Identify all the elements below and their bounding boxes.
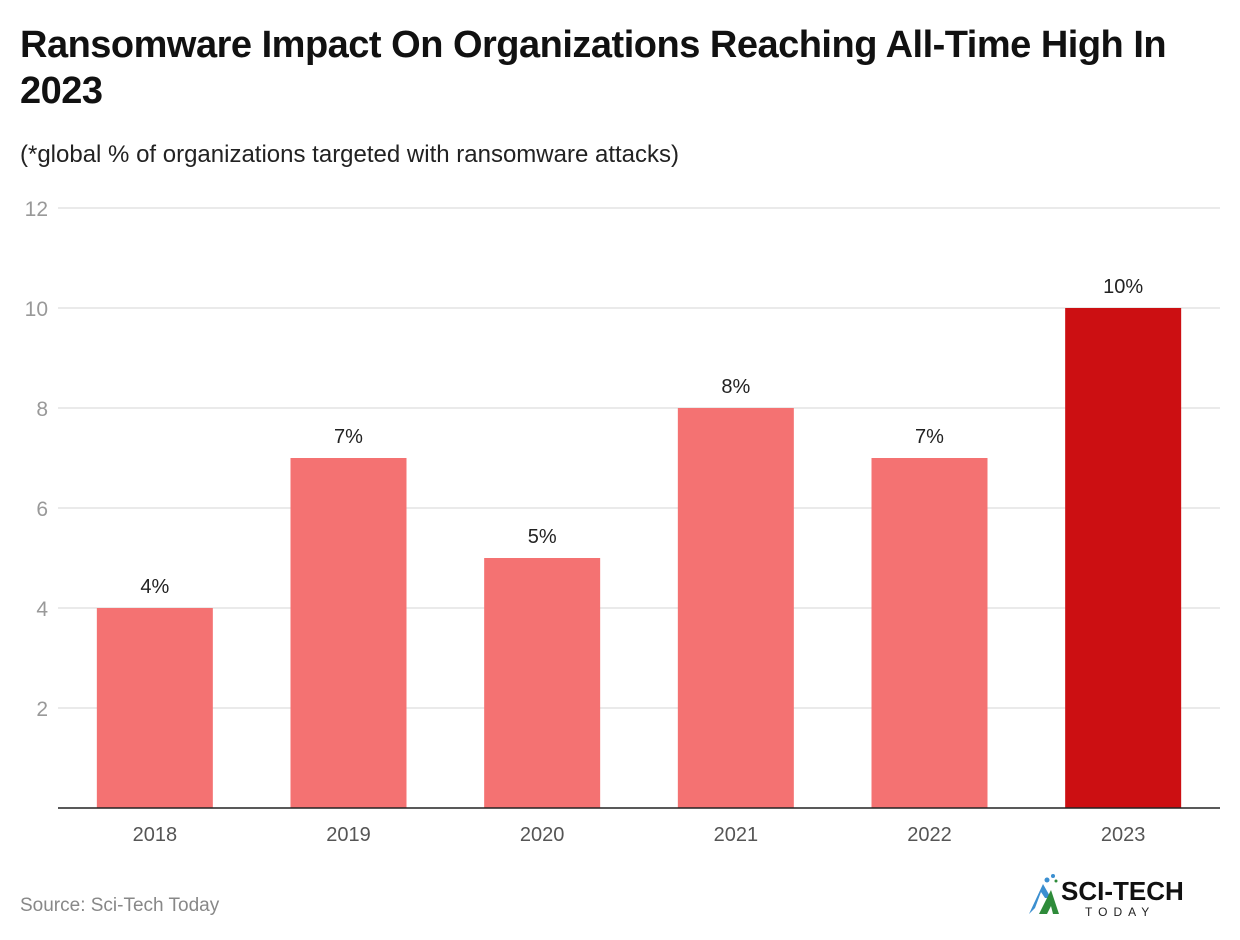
bar-2020 bbox=[484, 558, 601, 808]
data-label: 7% bbox=[915, 426, 944, 448]
y-tick-label: 12 bbox=[25, 198, 48, 221]
data-label: 4% bbox=[140, 576, 169, 598]
bar-2019 bbox=[290, 458, 407, 808]
svg-text:SCI-TECH: SCI-TECH bbox=[1061, 876, 1184, 906]
y-tick-label: 10 bbox=[25, 298, 48, 321]
y-tick-label: 6 bbox=[36, 498, 48, 521]
x-tick-label: 2019 bbox=[326, 824, 371, 846]
chart-title: Ransomware Impact On Organizations Reach… bbox=[20, 24, 1167, 112]
x-tick-label: 2020 bbox=[520, 824, 565, 846]
y-tick-label: 2 bbox=[36, 698, 48, 721]
chart-subtitle: (*global % of organizations targeted wit… bbox=[20, 141, 679, 168]
x-tick-label: 2023 bbox=[1101, 824, 1146, 846]
x-tick-label: 2022 bbox=[907, 824, 952, 846]
y-tick-label: 8 bbox=[36, 398, 48, 421]
bar-2022 bbox=[871, 458, 988, 808]
y-tick-label: 4 bbox=[36, 598, 48, 621]
source-note: Source: Sci-Tech Today bbox=[20, 895, 220, 916]
data-label: 10% bbox=[1103, 276, 1143, 298]
svg-text:TODAY: TODAY bbox=[1085, 905, 1155, 919]
data-label: 5% bbox=[528, 526, 557, 548]
x-tick-label: 2018 bbox=[133, 824, 178, 846]
sci-tech-today-logo: SCI-TECH TODAY bbox=[1029, 874, 1184, 919]
bar-2021 bbox=[677, 408, 794, 808]
data-label: 8% bbox=[721, 376, 750, 398]
bar-2023 bbox=[1065, 308, 1182, 808]
bar-2018 bbox=[96, 608, 213, 808]
data-label: 7% bbox=[334, 426, 363, 448]
x-tick-label: 2021 bbox=[714, 824, 759, 846]
